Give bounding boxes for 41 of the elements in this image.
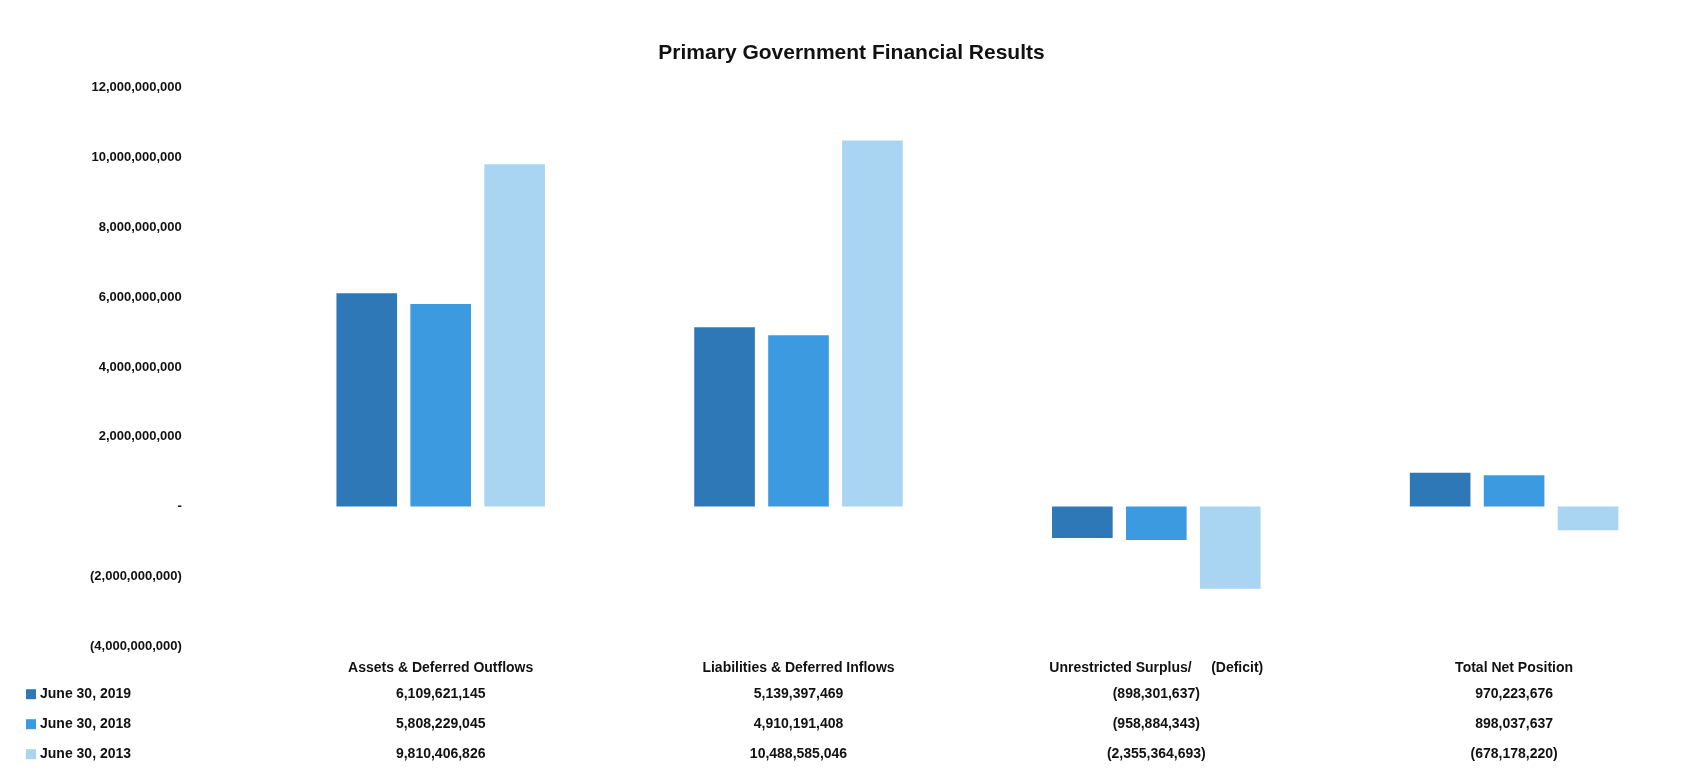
legend-label: June 30, 2019 [40,685,132,702]
y-tick-label: 6,000,000,000 [98,288,182,304]
bar [1125,506,1187,541]
data-label: (2,355,364,693) [1106,745,1206,762]
bar [1052,506,1113,538]
data-label: 970,223,676 [1475,685,1554,702]
x-tick-label: Unrestricted Surplus/ (Deficit) [1049,659,1264,676]
data-label: 898,037,637 [1475,715,1554,732]
bar [842,140,903,507]
y-tick-label: - [177,498,182,514]
y-tick-label: (4,000,000,000) [90,637,182,653]
data-label: 4,910,191,408 [753,715,844,732]
x-tick-label: Assets & Deferred Outflows [348,659,534,676]
y-tick-label: 10,000,000,000 [91,149,182,165]
data-label: 5,808,229,045 [395,715,486,732]
data-label: 5,139,397,469 [753,685,844,702]
bar [1557,506,1619,531]
legend-label: June 30, 2013 [40,745,132,762]
bar [484,164,545,507]
y-tick-label: 8,000,000,000 [98,218,182,234]
bar [336,293,398,507]
data-label: (958,884,343) [1112,715,1200,732]
bar [410,303,472,507]
data-label: 6,109,621,145 [395,685,486,702]
bar [1483,475,1545,507]
bar [1199,506,1261,589]
bar [768,335,829,507]
y-tick-label: (2,000,000,000) [90,567,182,583]
y-tick-label: 4,000,000,000 [98,358,182,374]
x-tick-label: Total Net Position [1455,659,1574,676]
y-tick-label: 2,000,000,000 [98,428,182,444]
y-tick-label: 12,000,000,000 [91,79,182,95]
data-label: (678,178,220) [1470,745,1558,762]
data-label: 10,488,585,046 [749,745,848,762]
x-tick-label: Liabilities & Deferred Inflows [702,659,895,676]
bar [1409,472,1471,507]
bar [694,327,755,507]
data-label: (898,301,637) [1112,685,1200,702]
legend-label: June 30, 2018 [40,715,132,732]
chart-title: Primary Government Financial Results [658,40,1045,63]
data-label: 9,810,406,826 [395,745,486,762]
